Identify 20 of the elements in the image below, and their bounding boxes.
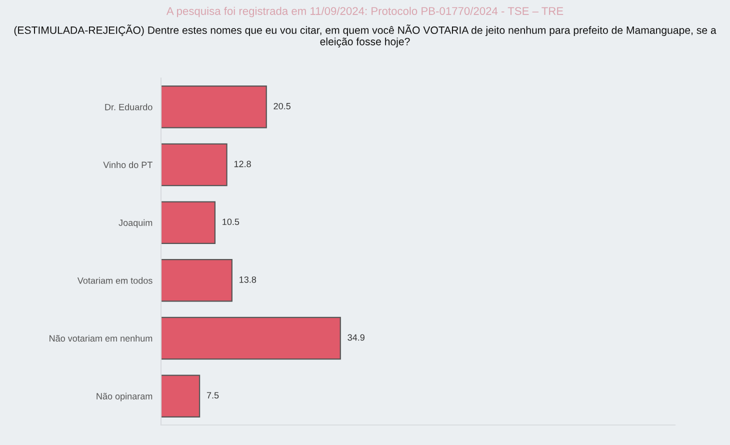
bar <box>161 143 228 186</box>
y-tick-label: Vinho do PT <box>103 161 152 168</box>
bar <box>161 259 232 302</box>
data-label: 10.5 <box>222 218 240 226</box>
bar <box>161 316 341 360</box>
bar <box>161 201 216 244</box>
bar <box>161 86 267 128</box>
data-label: 34.9 <box>348 334 364 341</box>
y-tick-label: Joaquim <box>118 219 152 228</box>
data-label: 20.5 <box>274 102 291 110</box>
y-tick-label: Dr. Eduardo <box>105 104 152 110</box>
chart-title: (ESTIMULADA-REJEIÇÃO) Dentre estes nomes que eu vou citar, em quem você NÃO VOTARIA de jeito nenhum para prefeito de Mamanguape, se a eleição fosse hoje? <box>14 24 716 48</box>
y-tick-label: Não votariam em nenhum <box>50 334 152 342</box>
y-tick-label: Não opinaram <box>96 392 152 402</box>
chart-subtitle: A pesquisa foi registrada em 11/09/2024: Protocolo PB-01770/2024 - TSE – TRE <box>166 6 564 18</box>
data-label: 7.5 <box>206 392 219 399</box>
data-label: 12.8 <box>234 160 251 168</box>
data-label: 13.8 <box>240 276 256 283</box>
bar <box>161 374 200 418</box>
y-tick-label: Votariam em todos <box>77 277 152 284</box>
